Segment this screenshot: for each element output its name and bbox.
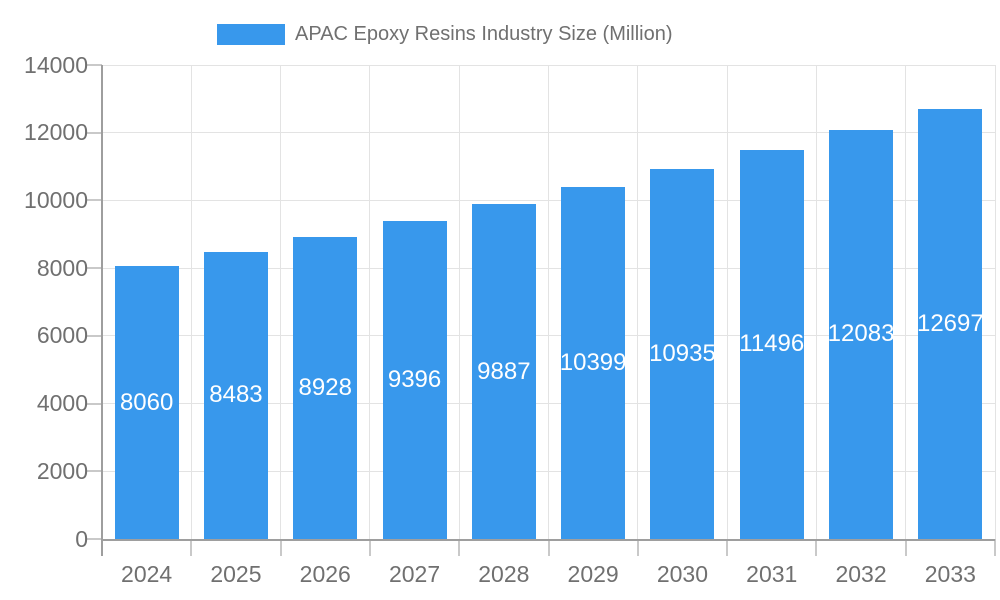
- x-tick-mark: [368, 539, 371, 556]
- x-tick-mark: [547, 539, 550, 556]
- x-gridline: [190, 65, 192, 539]
- x-tick-mark: [279, 539, 282, 556]
- legend-swatch: [217, 24, 285, 45]
- x-tick-label: 2029: [567, 561, 619, 587]
- y-tick-mark: [86, 267, 102, 270]
- y-tick-label: 6000: [36, 322, 88, 349]
- bar-2028[interactable]: [471, 204, 536, 539]
- y-tick-label: 4000: [36, 390, 88, 417]
- x-gridline: [369, 65, 371, 539]
- x-tick-label: 2027: [388, 561, 441, 587]
- x-tick-label: 2028: [478, 561, 530, 587]
- bar-2032[interactable]: [829, 129, 894, 539]
- x-tick-label: 2033: [924, 561, 976, 587]
- x-tick-label: 2024: [121, 561, 173, 587]
- y-tick-label: 0: [75, 525, 88, 552]
- x-gridline: [458, 65, 460, 539]
- x-gridline: [548, 65, 549, 539]
- y-tick-mark: [86, 199, 102, 202]
- x-gridline: [280, 65, 282, 539]
- x-tick-label: 2031: [746, 561, 798, 587]
- x-tick-mark: [726, 539, 729, 556]
- y-tick-label: 12000: [24, 119, 88, 146]
- y-tick-label: 8000: [36, 254, 88, 281]
- x-gridline: [815, 65, 817, 539]
- bar-2024[interactable]: [114, 266, 179, 539]
- x-tick-label: 2025: [210, 561, 262, 587]
- x-tick-mark: [904, 539, 907, 556]
- y-tick-label: 2000: [36, 457, 88, 484]
- y-tick-label: 10000: [24, 186, 88, 213]
- y-tick-label: 14000: [24, 51, 88, 78]
- x-tick-label: 2026: [299, 561, 351, 587]
- x-gridline: [726, 65, 728, 539]
- x-tick-label: 2030: [656, 561, 709, 587]
- x-gridline: [637, 65, 639, 539]
- x-gridline: [994, 65, 996, 539]
- bar-2030[interactable]: [650, 168, 715, 539]
- bar-2026[interactable]: [293, 236, 358, 539]
- bar-2029[interactable]: [561, 186, 626, 539]
- y-axis-line: [101, 65, 103, 556]
- x-tick-mark: [815, 539, 818, 556]
- x-tick-mark: [190, 539, 193, 556]
- bar-2025[interactable]: [203, 251, 268, 539]
- bar-2027[interactable]: [382, 220, 447, 539]
- legend-label: APAC Epoxy Resins Industry Size (Million…: [295, 23, 673, 45]
- x-gridline: [905, 65, 907, 539]
- x-tick-mark: [458, 539, 461, 556]
- bar-2031[interactable]: [739, 149, 804, 539]
- x-tick-mark: [636, 539, 639, 556]
- x-tick-mark: [994, 539, 996, 556]
- y-tick-mark: [86, 64, 102, 66]
- y-tick-mark: [86, 131, 102, 134]
- x-axis-line: [101, 539, 995, 541]
- y-tick-mark: [86, 470, 102, 473]
- bar-2033[interactable]: [918, 109, 983, 539]
- y-tick-mark: [86, 402, 102, 405]
- legend-item[interactable]: APAC Epoxy Resins Industry Size (Million…: [217, 24, 673, 45]
- x-tick-label: 2032: [835, 561, 887, 587]
- y-tick-mark: [86, 538, 102, 540]
- y-tick-mark: [86, 334, 102, 337]
